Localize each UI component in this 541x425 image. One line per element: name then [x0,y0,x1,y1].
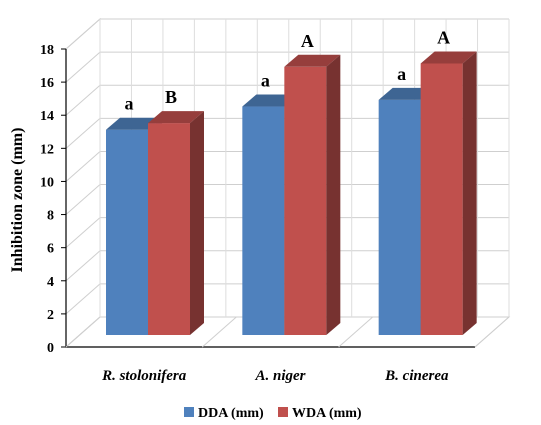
y-tick-label: 6 [47,242,54,257]
category-label: B. cinerea [384,368,449,384]
bars: a Ba Aa A [106,27,477,336]
bar-front [148,123,190,335]
bar-significance-label: a [125,94,134,114]
bar-significance-label: B [165,87,177,107]
y-tick-label: 16 [40,76,54,91]
bar-top [420,51,477,64]
gridline-side [65,51,101,83]
side-wall [65,17,101,349]
gridline-side [65,151,101,182]
bar-wda [284,54,341,336]
floor-divider [474,316,510,348]
y-tick-label: 0 [47,341,54,356]
y-tick-label: 8 [47,209,54,224]
bar-significance-label: a [397,64,406,84]
bar-significance-label: A [301,31,314,51]
legend-label: WDA (mm) [292,406,362,421]
gridline-side [65,283,101,315]
bar-front [378,99,421,336]
y-tick-label: 4 [47,275,54,290]
legend-swatch [278,407,288,417]
gridline-side [65,18,101,50]
y-tick-label: 14 [40,109,54,124]
bar-wda [148,111,204,335]
y-tick-labels: 0 2 4 6 8 10 12 14 16 18 [40,43,54,356]
y-tick-label: 12 [40,142,54,157]
bar-top [148,111,204,124]
floor-divider [338,316,373,348]
legend-label: DDA (mm) [198,406,264,421]
category-labels: R. stolonifera A. niger B. cinerea [101,368,449,384]
bar-front [284,66,327,336]
y-tick-label: 10 [40,175,54,190]
gridline-side [65,217,101,249]
legend: DDA (mm) WDA (mm) [184,406,362,421]
floor-divider [65,316,101,348]
floor-divider [202,316,237,348]
bar-front [106,129,148,335]
gridline-side [65,184,101,215]
bar-side [326,54,341,336]
y-tick-label: 2 [47,308,54,323]
bar-side [462,51,477,335]
category-label: A. niger [254,368,305,384]
gridline-side [65,250,101,282]
gridline-side [65,117,101,149]
bar-significance-label: a [261,71,270,91]
bar-top [284,54,341,67]
y-tick-label: 18 [40,43,54,58]
category-label: R. stolonifera [101,368,187,384]
gridline-side [65,84,101,116]
bar-front [420,63,463,335]
bar-side [190,111,204,335]
legend-swatch [184,407,194,417]
bar-front [242,106,285,336]
bar-significance-label: A [437,27,450,47]
bar-wda [420,51,477,335]
y-axis-label: Inhibition zone (mm) [9,128,26,273]
